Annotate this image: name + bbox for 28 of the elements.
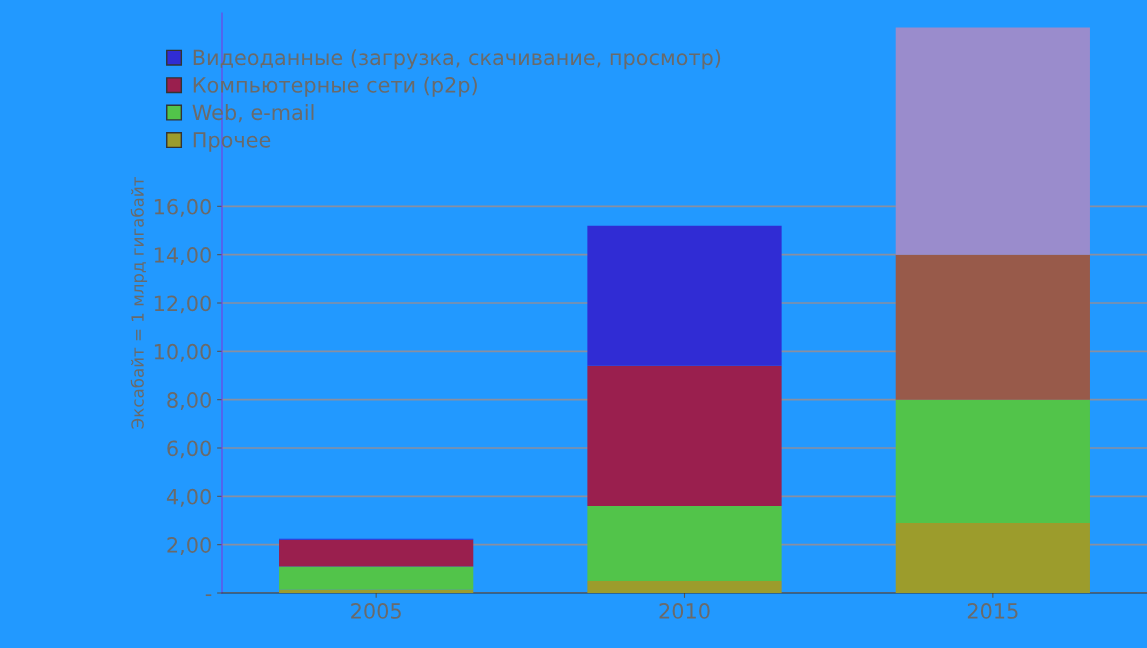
y-tick-label: 14,00 — [154, 247, 211, 265]
bar — [279, 566, 474, 590]
y-tick-label: - — [205, 594, 212, 597]
y-tick-label: 4,00 — [166, 488, 211, 507]
x-tick-label: 2015 — [967, 603, 1018, 619]
bar — [587, 506, 782, 581]
y-axis-title: Эксабайт = 1 млрд гигабайт — [130, 177, 148, 429]
y-tick-label: 8,00 — [167, 392, 211, 410]
bar — [895, 399, 1090, 523]
y-tick-label: 6,00 — [167, 440, 211, 459]
x-tick-label: 2010 — [659, 603, 710, 619]
legend-label: Прочее — [193, 132, 271, 152]
legend-label: Видеоданные (загрузка, скачивание, просмотр) — [193, 49, 721, 70]
y-tick-label: 2,00 — [167, 537, 211, 555]
bar — [279, 539, 474, 567]
legend-label: Компьютерные сети (p2p) — [193, 76, 477, 97]
bar — [279, 589, 474, 593]
bar — [587, 225, 782, 366]
y-tick-label: 10,00 — [154, 343, 211, 362]
bar — [587, 580, 782, 593]
bar — [895, 522, 1090, 593]
bar — [895, 254, 1090, 400]
bar — [587, 365, 782, 506]
legend-label: Web, e-mail — [192, 104, 314, 123]
y-tick-label: 16,00 — [154, 198, 211, 217]
bar — [895, 27, 1090, 255]
x-tick-label: 2005 — [351, 603, 401, 619]
y-tick-label: 12,00 — [154, 295, 211, 314]
